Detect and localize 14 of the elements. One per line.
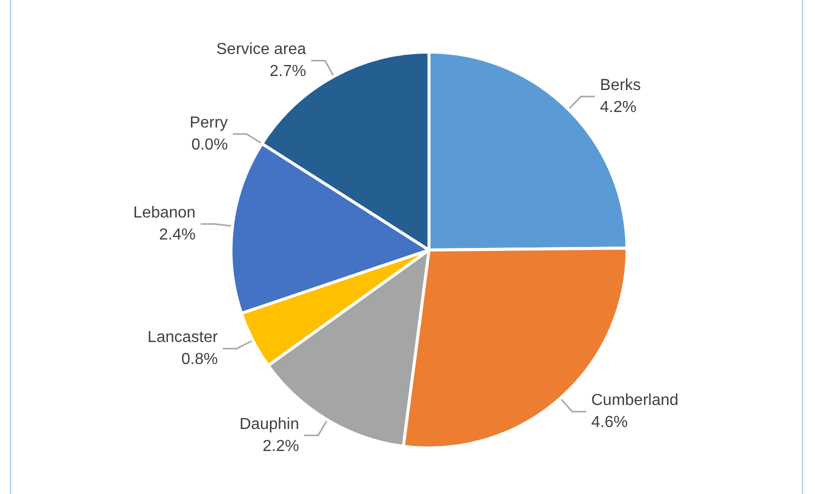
slice-label: Service area	[216, 41, 306, 58]
data-label: 2.2%	[262, 438, 300, 455]
slice-label: Cumberland	[591, 392, 678, 410]
data-label: 2.4%	[159, 226, 196, 244]
data-label: 4.6%	[591, 414, 628, 432]
slice-label: Lebanon	[133, 204, 196, 222]
data-label: 2.7%	[270, 63, 306, 80]
slice-label: Berks	[600, 77, 641, 94]
data-label: 4.2%	[600, 99, 636, 116]
data-label: 0.8%	[181, 351, 218, 368]
category-label: Perry	[190, 114, 228, 132]
slice-label: Dauphin	[240, 416, 300, 433]
text: 0.0%	[191, 136, 228, 154]
slice-label: Lancaster	[148, 329, 218, 346]
